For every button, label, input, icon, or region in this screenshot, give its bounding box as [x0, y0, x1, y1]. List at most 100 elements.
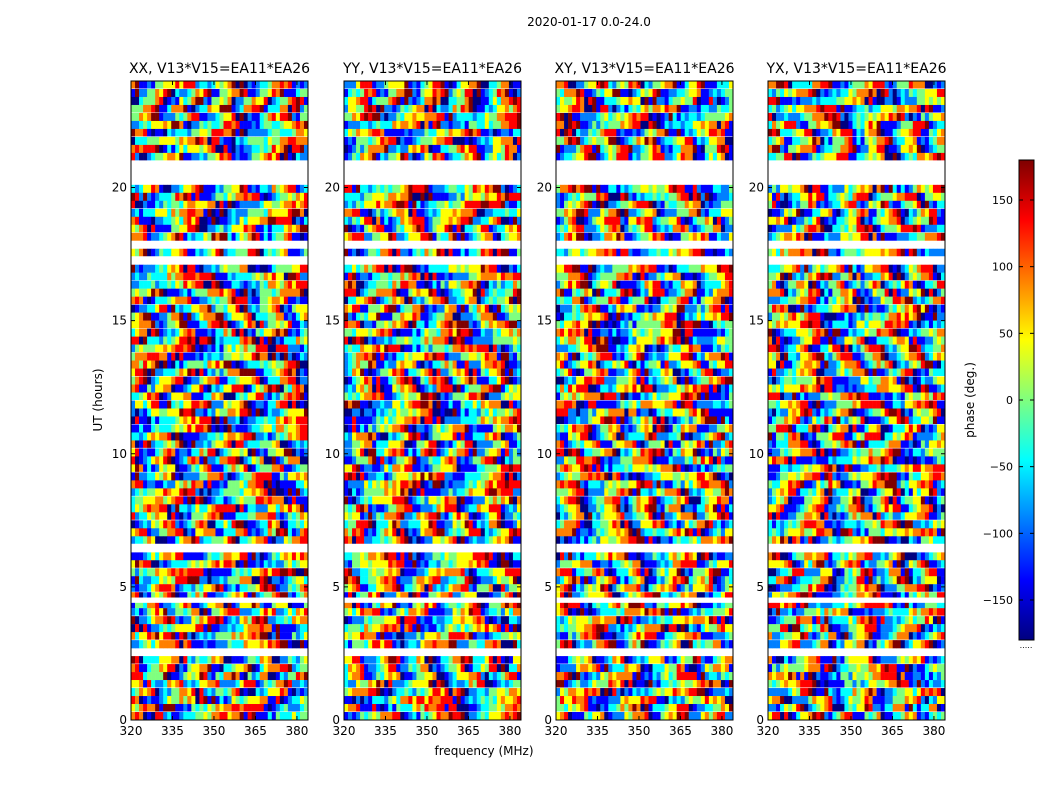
phase-cell	[472, 368, 478, 377]
phase-cell	[452, 200, 457, 209]
phase-cell	[344, 376, 349, 385]
phase-cell	[255, 440, 261, 449]
phase-cell	[436, 184, 441, 194]
phase-cell	[368, 112, 373, 122]
phase-cell	[348, 376, 353, 385]
phase-cell	[380, 376, 385, 385]
phase-cell	[143, 208, 148, 217]
phase-cell	[396, 112, 401, 122]
phase-cell	[472, 416, 478, 425]
phase-cell	[436, 384, 441, 393]
phase-cell	[203, 408, 208, 417]
phase-cell	[227, 376, 232, 385]
phase-cell	[195, 616, 200, 625]
phase-cell	[211, 272, 216, 281]
phase-cell	[440, 208, 445, 217]
phase-cell	[191, 400, 196, 409]
phase-cell	[191, 472, 196, 481]
phase-cell	[352, 376, 357, 385]
phase-cell	[372, 376, 377, 385]
phase-cell	[251, 216, 256, 225]
phase-cell	[163, 600, 168, 609]
phase-cell	[267, 704, 273, 713]
phase-cell	[404, 304, 409, 313]
phase-cell	[251, 120, 256, 130]
phase-cell	[279, 184, 285, 194]
phase-cell	[263, 112, 269, 122]
phase-cell	[452, 416, 457, 425]
phase-cell	[227, 624, 232, 633]
phase-cell	[183, 672, 188, 681]
phase-cell	[432, 96, 437, 106]
phase-cell	[384, 288, 389, 297]
phase-cell	[460, 120, 465, 130]
phase-cell	[432, 336, 437, 345]
phase-cell	[267, 624, 273, 633]
phase-cell	[155, 680, 160, 689]
phase-cell	[235, 552, 240, 561]
phase-cell	[191, 200, 196, 209]
phase-cell	[299, 112, 305, 122]
phase-cell	[500, 288, 506, 297]
phase-cell	[299, 264, 305, 273]
phase-cell	[372, 248, 377, 257]
phase-cell	[275, 200, 281, 209]
phase-cell	[384, 400, 389, 409]
phase-cell	[183, 408, 188, 417]
phase-cell	[247, 304, 252, 313]
phase-cell	[163, 424, 168, 433]
phase-cell	[147, 200, 152, 209]
phase-cell	[147, 672, 152, 681]
phase-cell	[460, 296, 465, 305]
phase-cell	[151, 184, 156, 194]
phase-cell	[484, 320, 490, 329]
phase-cell	[275, 480, 281, 489]
phase-cell	[376, 184, 381, 194]
phase-cell	[259, 336, 265, 345]
phase-cell	[380, 128, 385, 138]
phase-cell	[388, 280, 393, 289]
phase-cell	[187, 592, 192, 601]
x-tick-label: 380	[285, 724, 308, 738]
phase-cell	[191, 488, 196, 497]
phase-cell	[344, 144, 349, 154]
phase-cell	[364, 120, 369, 130]
phase-cell	[171, 584, 176, 593]
phase-cell	[223, 552, 228, 561]
phase-cell	[303, 600, 308, 609]
phase-cell	[135, 120, 140, 130]
phase-cell	[231, 624, 236, 633]
phase-cell	[504, 232, 510, 241]
phase-cell	[484, 120, 490, 130]
phase-cell	[279, 128, 285, 138]
phase-cell	[436, 392, 441, 401]
phase-cell	[135, 184, 140, 194]
phase-cell	[287, 312, 293, 321]
phase-cell	[187, 200, 192, 209]
phase-cell	[295, 96, 301, 106]
phase-cell	[428, 344, 433, 353]
phase-cell	[356, 88, 361, 98]
phase-cell	[476, 208, 482, 217]
phase-cell	[508, 288, 514, 297]
phase-cell	[167, 640, 172, 649]
phase-cell	[147, 576, 152, 585]
phase-cell	[287, 704, 293, 713]
phase-cell	[480, 272, 486, 281]
phase-cell	[500, 304, 506, 313]
phase-cell	[384, 248, 389, 257]
phase-cell	[404, 152, 409, 162]
phase-cell	[360, 112, 365, 122]
phase-cell	[183, 584, 188, 593]
phase-cell	[231, 232, 236, 241]
phase-cell	[231, 504, 236, 513]
phase-cell	[199, 248, 204, 257]
phase-cell	[492, 232, 498, 241]
phase-cell	[275, 392, 281, 401]
phase-cell	[271, 328, 277, 337]
y-tick-label: 15	[112, 314, 127, 328]
phase-cell	[376, 112, 381, 122]
phase-cell	[416, 96, 421, 106]
phase-cell	[251, 440, 256, 449]
phase-cell	[400, 400, 405, 409]
